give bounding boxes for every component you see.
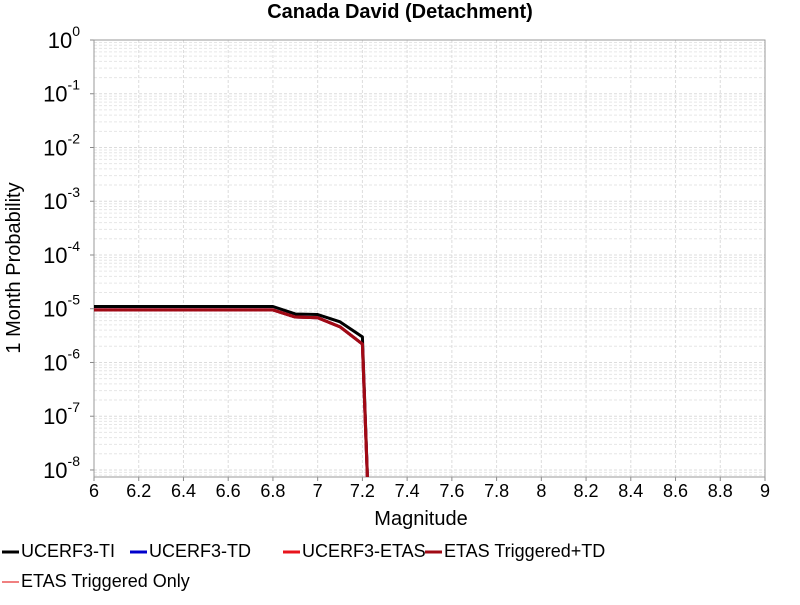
y-tick-exponent: -2 [68,130,81,146]
x-axis-label: Magnitude [374,508,467,530]
y-tick-label: 10-3 [43,184,80,214]
y-tick-label: 10-7 [43,399,80,429]
y-tick-label: 100 [48,23,80,53]
legend-label: UCERF3-ETAS [302,541,426,561]
series-group [94,305,369,477]
legend-label: UCERF3-TI [21,541,115,561]
legend-label: ETAS Triggered+TD [444,541,605,561]
plot-border [93,39,766,478]
y-tick-label: 10-5 [43,292,80,322]
y-tick-exponent: -1 [68,77,81,93]
y-tick-base: 10 [43,350,67,375]
x-tick-label: 7 [313,481,323,501]
x-tick-label: 8.8 [708,481,733,501]
y-tick-exponent: -5 [68,292,81,308]
y-tick-label: 10-8 [43,453,80,483]
x-tick-label: 6.8 [260,481,285,501]
y-tick-base: 10 [43,458,67,483]
y-tick-exponent: -4 [68,238,81,254]
series-line [94,305,369,477]
series-line [94,308,369,477]
plot-area [94,40,765,477]
y-tick-base: 10 [43,82,67,107]
legend-label: ETAS Triggered Only [21,571,190,591]
x-tick-label: 7.6 [439,481,464,501]
y-tick-exponent: -3 [68,184,81,200]
y-tick-base: 10 [43,135,67,160]
x-tick-label: 7.4 [395,481,420,501]
legend-label: UCERF3-TD [149,541,251,561]
x-tick-label: 8 [536,481,546,501]
y-tick-base: 10 [43,189,67,214]
y-tick-exponent: -8 [68,453,81,469]
x-tick-label: 6.4 [171,481,196,501]
x-tick-label: 8.2 [574,481,599,501]
y-tick-exponent: -6 [68,345,81,361]
y-tick-label: 10-6 [43,345,80,375]
y-tick-base: 10 [43,404,67,429]
y-tick-label: 10-2 [43,130,80,160]
y-tick-label: 10-4 [43,238,80,268]
x-tick-label: 6.6 [216,481,241,501]
x-tick-label: 7.8 [484,481,509,501]
x-tick-label: 8.4 [618,481,643,501]
y-tick-exponent: -7 [68,399,81,415]
x-tick-label: 6 [89,481,99,501]
chart-title: Canada David (Detachment) [267,1,533,23]
x-tick-label: 7.2 [350,481,375,501]
y-tick-base: 10 [43,243,67,268]
y-tick-base: 10 [43,297,67,322]
y-tick-base: 10 [48,28,72,53]
y-tick-exponent: 0 [72,23,80,39]
y-tick-label: 10-1 [43,77,80,107]
x-tick-label: 8.6 [663,481,688,501]
x-tick-label: 9 [760,481,770,501]
y-axis-label: 1 Month Probability [3,182,25,353]
x-tick-label: 6.2 [126,481,151,501]
